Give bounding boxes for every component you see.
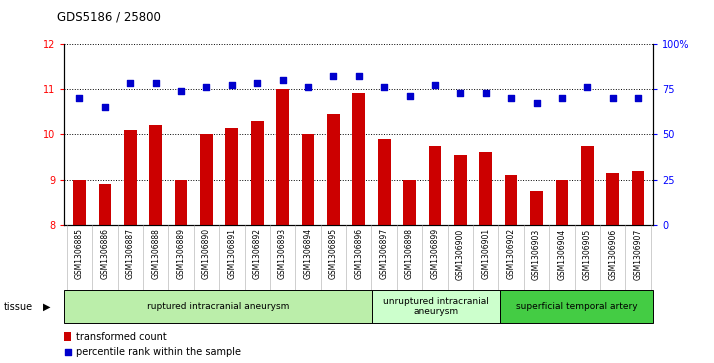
Text: GSM1306892: GSM1306892 [253,228,262,279]
Bar [149,125,162,225]
Text: GSM1306897: GSM1306897 [380,228,388,280]
Text: GSM1306901: GSM1306901 [481,228,491,280]
Bar [606,173,619,225]
Text: GSM1306902: GSM1306902 [507,228,516,280]
Text: GSM1306890: GSM1306890 [202,228,211,280]
Text: GSM1306898: GSM1306898 [405,228,414,279]
Text: ruptured intracranial aneurysm: ruptured intracranial aneurysm [147,302,289,311]
Point [404,93,416,99]
Bar [64,290,371,323]
Point [633,95,644,101]
Bar [505,175,518,225]
Bar [479,152,492,225]
Point [328,73,339,79]
Text: GSM1306904: GSM1306904 [558,228,566,280]
Bar [226,127,238,225]
Point [124,81,136,86]
Bar [251,121,263,225]
Bar [124,130,136,225]
Bar [632,171,645,225]
Text: unruptured intracranial
aneurysm: unruptured intracranial aneurysm [383,297,488,317]
Point [429,82,441,88]
Point [176,88,187,94]
Text: GSM1306894: GSM1306894 [303,228,313,280]
Bar [371,290,500,323]
Point [378,84,390,90]
Text: GSM1306899: GSM1306899 [431,228,439,280]
Point [480,90,491,95]
Point [226,82,238,88]
Point [582,84,593,90]
Point [506,95,517,101]
Bar [200,134,213,225]
Text: GSM1306907: GSM1306907 [633,228,643,280]
Point [62,349,74,355]
Point [531,101,542,106]
Bar [353,93,365,225]
Text: ▶: ▶ [43,302,51,312]
Bar [531,191,543,225]
Point [556,95,568,101]
Bar [378,139,391,225]
Text: GSM1306906: GSM1306906 [608,228,617,280]
Text: GSM1306895: GSM1306895 [329,228,338,280]
Bar [500,290,653,323]
Bar [276,89,289,225]
Text: GSM1306896: GSM1306896 [354,228,363,280]
Text: GDS5186 / 25800: GDS5186 / 25800 [57,11,161,24]
Text: GSM1306887: GSM1306887 [126,228,135,279]
Point [150,81,161,86]
Bar [73,180,86,225]
Text: GSM1306889: GSM1306889 [176,228,186,279]
Point [455,90,466,95]
Text: GSM1306903: GSM1306903 [532,228,541,280]
Text: percentile rank within the sample: percentile rank within the sample [76,347,241,357]
Text: GSM1306893: GSM1306893 [278,228,287,280]
Bar [454,155,467,225]
Point [74,95,85,101]
Bar [428,146,441,225]
Bar [327,114,340,225]
Bar [555,180,568,225]
Text: GSM1306886: GSM1306886 [101,228,109,279]
Point [302,84,313,90]
Point [353,73,365,79]
Text: GSM1306885: GSM1306885 [75,228,84,279]
Point [607,95,618,101]
Point [277,77,288,83]
Bar [175,180,187,225]
Bar [99,184,111,225]
Bar [301,134,314,225]
Point [99,104,111,110]
Text: transformed count: transformed count [76,331,166,342]
Point [251,81,263,86]
Text: GSM1306891: GSM1306891 [227,228,236,279]
Text: GSM1306900: GSM1306900 [456,228,465,280]
Text: tissue: tissue [4,302,33,312]
Bar [581,146,593,225]
Bar [403,180,416,225]
Text: GSM1306905: GSM1306905 [583,228,592,280]
Text: GSM1306888: GSM1306888 [151,228,160,279]
Bar [64,332,71,341]
Point [201,84,212,90]
Text: superficial temporal artery: superficial temporal artery [516,302,638,311]
